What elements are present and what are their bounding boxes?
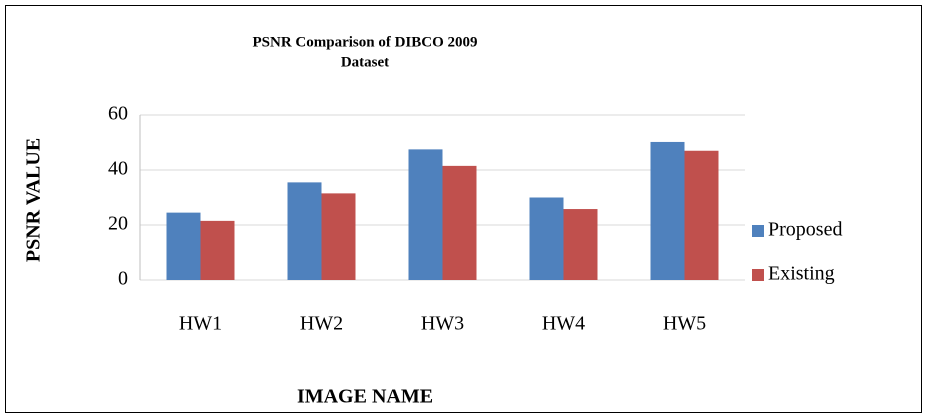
bar: [200, 220, 235, 280]
legend-swatch: [752, 269, 764, 281]
x-axis-label: IMAGE NAME: [297, 386, 433, 408]
bar: [287, 182, 322, 280]
x-tick-label: HW1: [179, 313, 222, 335]
x-tick-label: HW3: [421, 313, 464, 335]
chart-subtitle: Dataset: [341, 54, 389, 70]
bar: [442, 165, 477, 280]
y-tick-label: 40: [108, 158, 128, 180]
y-tick-label: 0: [118, 268, 128, 290]
x-tick-label: HW2: [300, 313, 343, 335]
x-tick-label: HW4: [542, 313, 585, 335]
bar: [650, 141, 685, 280]
legend-swatch: [752, 225, 764, 237]
bar: [563, 209, 598, 280]
bar: [321, 193, 356, 280]
bar: [166, 212, 201, 280]
y-tick-label: 20: [108, 213, 128, 235]
bar: [684, 150, 719, 280]
chart-title: PSNR Comparison of DIBCO 2009: [252, 34, 477, 50]
x-tick-label: HW5: [663, 313, 706, 335]
y-axis-label: PSNR VALUE: [23, 138, 45, 262]
legend-label: Proposed: [768, 219, 842, 241]
bar: [408, 149, 443, 280]
bar: [529, 197, 564, 280]
y-tick-label: 60: [108, 103, 128, 125]
legend-label: Existing: [768, 263, 835, 285]
